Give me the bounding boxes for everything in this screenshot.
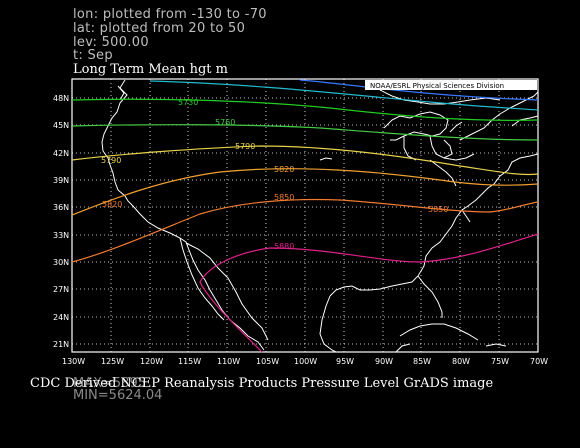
y-tick-21N: 21N: [53, 340, 69, 349]
x-tick-130W: 130W: [62, 357, 85, 366]
contour-5880-line: [199, 233, 539, 353]
contour-5850-line: [71, 198, 539, 263]
time-text: t: Sep: [73, 48, 113, 63]
contour-5820-line: [71, 168, 539, 216]
y-tick-48N: 48N: [53, 94, 69, 103]
contour-5790-line: [71, 145, 539, 176]
map-title: Long Term Mean hgt m: [73, 62, 228, 77]
coastlines: [101, 79, 539, 353]
min-text: MIN=5624.04: [73, 388, 163, 403]
x-tick-100W: 100W: [294, 357, 317, 366]
x-tick-125W: 125W: [101, 357, 124, 366]
grid-lines: [72, 79, 538, 352]
y-tick-39N: 39N: [53, 176, 69, 185]
x-tick-105W: 105W: [256, 357, 279, 366]
lon-range-text: lon: plotted from -130 to -70: [73, 7, 267, 22]
x-tick-110W: 110W: [217, 357, 240, 366]
contour-label-5760: 5760: [215, 118, 235, 127]
x-tick-80W: 80W: [452, 357, 470, 366]
level-text: lev: 500.00: [73, 35, 149, 50]
x-axis: 130W 125W 120W 115W 110W 105W 100W 95W 9…: [62, 357, 548, 366]
y-tick-27N: 27N: [53, 285, 69, 294]
x-tick-70W: 70W: [530, 357, 548, 366]
y-tick-45N: 45N: [53, 121, 69, 130]
contour-label-5730: 5730: [178, 98, 198, 107]
contour-label-5850-mid: 5850: [274, 193, 294, 202]
contour-label-5850-east: 5850: [428, 205, 448, 214]
y-tick-30N: 30N: [53, 258, 69, 267]
x-tick-115W: 115W: [178, 357, 201, 366]
x-tick-90W: 90W: [375, 357, 393, 366]
contour-label-5790-east: 5790: [235, 142, 255, 151]
contour-5730-line: [71, 98, 539, 121]
max-text: MAX=5895: [73, 376, 146, 391]
x-tick-95W: 95W: [336, 357, 354, 366]
footer-caption: CDC Derived NCEP Reanalysis Products Pre…: [30, 376, 494, 391]
contour-top-2: [149, 80, 539, 111]
contour-label-5880: 5880: [274, 242, 294, 251]
y-tick-24N: 24N: [53, 313, 69, 322]
x-tick-120W: 120W: [140, 357, 163, 366]
contour-label-5790-west: 5790: [101, 156, 121, 165]
credit-box: [365, 80, 537, 90]
contour-label-5820-west: 5820: [102, 200, 122, 209]
credit-text: NOAA/ESRL Physical Sciences Division: [370, 82, 504, 90]
y-axis: 48N 45N 42N 39N 36N 33N 30N 27N 24N 21N: [53, 94, 69, 349]
lat-range-text: lat: plotted from 20 to 50: [73, 21, 246, 36]
contour-label-5820: 5820: [274, 165, 294, 174]
y-tick-33N: 33N: [53, 231, 69, 240]
y-tick-36N: 36N: [53, 203, 69, 212]
y-tick-42N: 42N: [53, 149, 69, 158]
contour-5760-line: [71, 124, 539, 141]
x-tick-75W: 75W: [491, 357, 509, 366]
x-tick-85W: 85W: [413, 357, 431, 366]
